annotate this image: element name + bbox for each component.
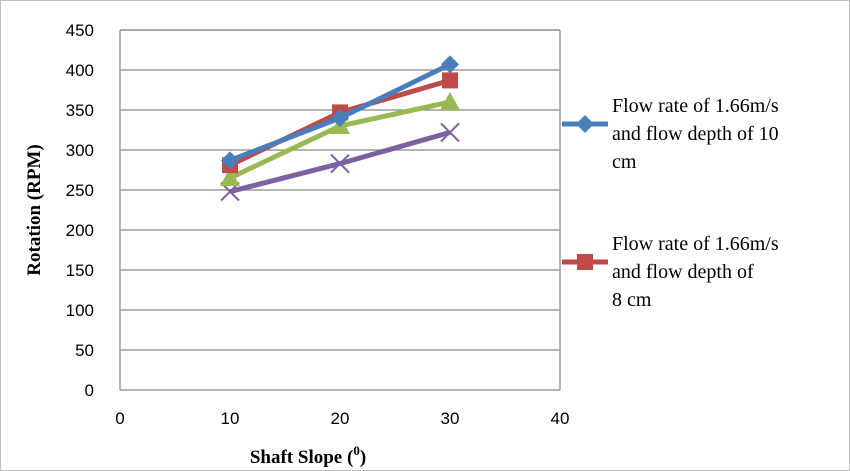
y-axis-title: Rotation (RPM) [24, 144, 45, 275]
legend-label-2: 8 cm [612, 289, 652, 311]
y-tick-label: 350 [66, 101, 94, 120]
legend-label-2: and flow depth of [612, 261, 754, 283]
x-tick-labels: 0 10 20 30 40 [115, 409, 569, 428]
y-tick-label: 450 [66, 21, 94, 40]
legend-label-1: and flow depth of 10 [612, 123, 779, 145]
legend: Flow rate of 1.66m/s and flow depth of 10… [562, 95, 779, 311]
y-tick-label: 100 [66, 301, 94, 320]
legend-marker-2 [577, 254, 593, 270]
legend-label-2: Flow rate of 1.66m/s [612, 233, 779, 255]
y-tick-label: 200 [66, 221, 94, 240]
series-lines [220, 55, 460, 200]
x-tick-label: 0 [115, 409, 124, 428]
y-tick-labels: 0 50 100 150 200 250 300 350 400 450 [66, 21, 94, 400]
y-tick-label: 400 [66, 61, 94, 80]
x-tick-label: 40 [551, 409, 570, 428]
gridlines [120, 30, 560, 350]
y-tick-label: 0 [85, 381, 94, 400]
axes [120, 30, 560, 390]
y-tick-label: 150 [66, 261, 94, 280]
x-axis-title-close: ) [360, 447, 366, 468]
x-tick-label: 10 [221, 409, 240, 428]
legend-label-1: Flow rate of 1.66m/s [612, 95, 779, 117]
legend-marker-1 [576, 115, 594, 133]
x-tick-label: 20 [331, 409, 350, 428]
x-axis-title: Shaft Slope (0) [250, 443, 366, 468]
data-point-series-1 [441, 55, 459, 73]
x-axis-title-text: Shaft Slope ( [250, 447, 353, 468]
data-point-series-2 [442, 72, 458, 88]
y-tick-label: 250 [66, 181, 94, 200]
legend-label-1: cm [612, 151, 637, 173]
y-tick-label: 50 [75, 341, 94, 360]
y-tick-label: 300 [66, 141, 94, 160]
x-tick-label: 30 [441, 409, 460, 428]
